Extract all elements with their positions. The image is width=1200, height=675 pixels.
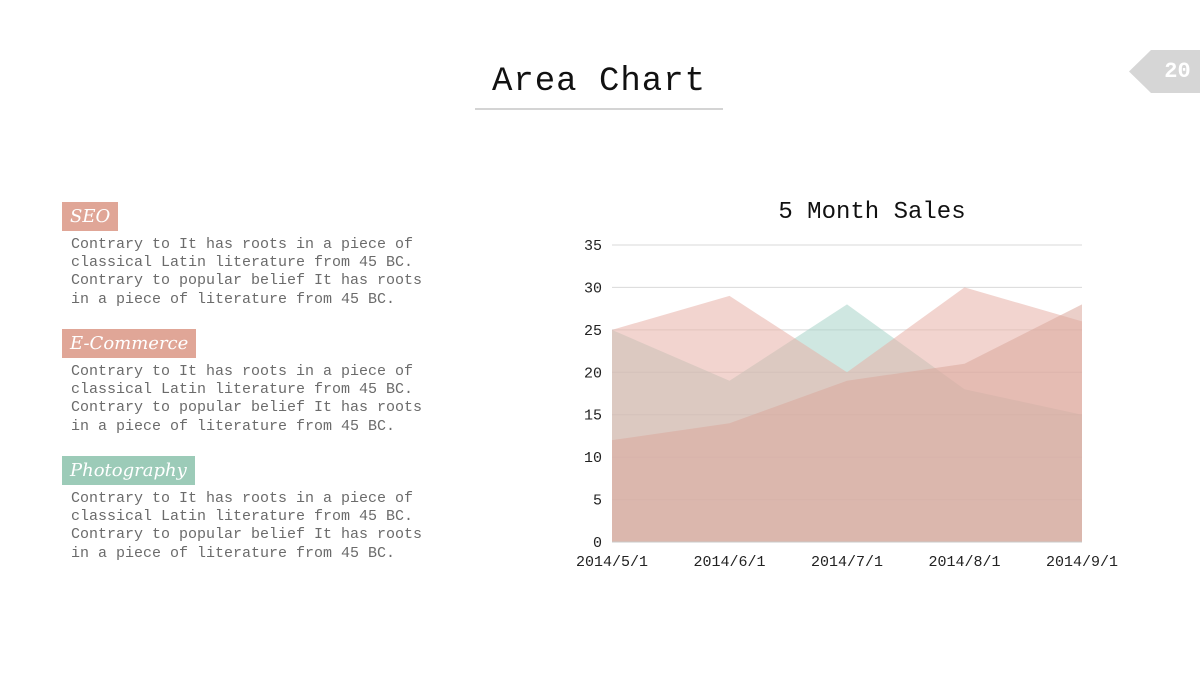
chart-title: 5 Month Sales (778, 199, 965, 226)
section-tag: Photography (62, 456, 195, 485)
badge-shape (1129, 50, 1200, 93)
section-text: Contrary to It has roots in a piece of c… (71, 236, 423, 308)
section-photography: Photography Contrary to It has roots in … (62, 456, 431, 563)
y-tick-label: 10 (584, 450, 602, 467)
area-series (612, 304, 1082, 542)
x-tick-label: 2014/6/1 (693, 554, 765, 571)
page-number: 20 (1164, 59, 1191, 84)
section-tag: E-Commerce (62, 329, 197, 358)
y-tick-label: 25 (584, 323, 602, 340)
y-tick-label: 5 (593, 493, 602, 510)
x-tick-label: 2014/8/1 (928, 554, 1000, 571)
y-tick-label: 15 (584, 408, 602, 425)
section-seo: SEO Contrary to It has roots in a piece … (62, 202, 431, 309)
x-tick-label: 2014/7/1 (811, 554, 883, 571)
y-tick-label: 0 (593, 535, 602, 552)
page-number-badge: 20 (1129, 50, 1200, 93)
section-tag: SEO (62, 202, 119, 231)
slide-title: Area Chart (491, 63, 707, 101)
y-tick-label: 30 (584, 280, 602, 297)
area-chart: 5 Month Sales 0 5 10 15 20 25 30 35 2014/5/1 2014/… (576, 199, 1118, 571)
y-tick-label: 20 (584, 365, 602, 382)
section-text: Contrary to It has roots in a piece of c… (71, 363, 423, 435)
section-ecommerce: E-Commerce Contrary to It has roots in a… (62, 329, 431, 436)
section-text: Contrary to It has roots in a piece of c… (71, 490, 423, 562)
title-underline (475, 108, 723, 110)
x-tick-label: 2014/5/1 (576, 554, 648, 571)
x-tick-label: 2014/9/1 (1046, 554, 1118, 571)
y-tick-label: 35 (584, 238, 602, 255)
